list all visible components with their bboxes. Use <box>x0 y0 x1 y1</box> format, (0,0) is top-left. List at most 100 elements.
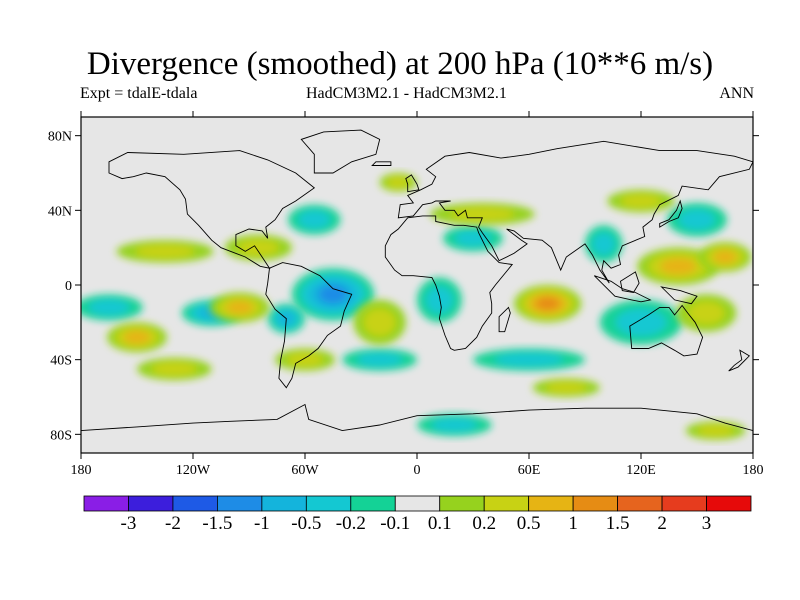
contour-fill <box>535 297 560 311</box>
x-tick-label: 60W <box>291 463 319 478</box>
colorbar-label: -1.5 <box>202 513 232 534</box>
divergence-feature <box>353 299 406 345</box>
contour-fill <box>592 232 616 256</box>
contour-fill <box>386 176 410 189</box>
colorbar-label: -1 <box>254 513 270 534</box>
contour-fill <box>123 330 151 344</box>
y-tick-label: 40N <box>48 204 72 219</box>
y-tick-label: 0 <box>65 279 72 294</box>
colorbar-swatch <box>216 495 263 512</box>
colorbar-swatch <box>617 495 663 512</box>
colorbar-swatch <box>172 495 218 512</box>
contour-fill <box>298 210 331 229</box>
contour-fill <box>697 424 735 437</box>
contour-fill <box>687 301 725 325</box>
colorbar-swatch <box>394 495 441 512</box>
divergence-feature <box>698 242 752 272</box>
colorbar-swatch <box>305 495 352 512</box>
contour-fill <box>545 381 588 394</box>
contour-fill <box>226 300 253 315</box>
divergence-feature <box>417 277 462 323</box>
colorbar-swatch <box>350 495 396 512</box>
divergence-feature <box>116 240 214 263</box>
experiment-label: Expt = tdalE-tdala <box>80 85 198 102</box>
contour-fill <box>713 250 737 264</box>
uk-coast <box>405 174 420 193</box>
madagascar-coast <box>498 306 511 333</box>
x-tick-label: 180 <box>71 463 92 478</box>
colorbar-swatch <box>483 495 530 512</box>
contour-fill <box>363 308 396 337</box>
colorbar-label: -3 <box>121 513 137 534</box>
colorbar-label: 1 <box>568 513 578 534</box>
colorbar-label: -0.2 <box>336 513 366 534</box>
colorbar-swatch <box>661 495 707 512</box>
contour-fill <box>615 308 667 337</box>
period-label: ANN <box>719 85 754 102</box>
colorbar-label: 0.1 <box>428 513 452 534</box>
colorbar-label: -0.5 <box>291 513 321 534</box>
divergence-feature <box>291 268 375 321</box>
divergence-feature <box>585 225 623 263</box>
contour-fill <box>425 286 454 314</box>
colorbar-swatch <box>128 495 174 512</box>
contour-fill <box>356 352 403 367</box>
contour-fill <box>678 209 716 231</box>
divergence-feature <box>81 294 143 321</box>
contour-fill <box>318 285 348 304</box>
plot-background <box>81 117 753 453</box>
divergence-feature <box>667 202 727 237</box>
colorbar-swatch <box>572 495 619 512</box>
contour-fill <box>454 230 492 247</box>
divergence-feature <box>430 202 535 226</box>
colorbar-swatch <box>528 495 574 512</box>
x-tick-label: 120E <box>626 463 656 478</box>
contour-fill <box>660 258 697 275</box>
divergence-feature <box>473 348 585 371</box>
divergence-feature <box>275 348 335 371</box>
contour-fill <box>237 239 280 256</box>
contour-fill <box>135 244 195 259</box>
colorbar-swatch <box>439 495 485 512</box>
iceland-coast <box>371 161 392 166</box>
divergence-feature <box>685 421 746 440</box>
colorbar-label: -2 <box>165 513 181 534</box>
antarctica-coast <box>81 403 753 432</box>
y-tick-label: 80N <box>48 130 72 145</box>
colorbar-label: 1.5 <box>606 513 630 534</box>
new-zealand-coast <box>728 349 751 372</box>
divergence-feature <box>342 348 417 371</box>
south-america-coast <box>265 262 353 389</box>
divergence-feature <box>607 189 675 213</box>
divergence-feature <box>379 173 418 192</box>
y-tick-label: 80S <box>50 428 72 443</box>
divergence-feature <box>532 378 600 397</box>
colorbar-label: 3 <box>702 513 712 534</box>
colorbar-label: 2 <box>657 513 667 534</box>
divergence-feature <box>288 204 341 235</box>
x-tick-label: 180 <box>743 463 764 478</box>
x-tick-label: 120W <box>176 463 211 478</box>
chart-title: Divergence (smoothed) at 200 hPa (10**6 … <box>86 46 714 82</box>
contour-fill <box>286 352 324 367</box>
europe-asia-coast <box>397 140 753 284</box>
colorbar-swatch <box>83 495 129 512</box>
divergence-feature <box>224 234 292 261</box>
model-label: HadCM3M2.1 - HadCM3M2.1 <box>306 85 507 102</box>
colorbar-swatch <box>706 495 752 512</box>
contour-fill <box>431 418 478 432</box>
new-guinea-coast <box>660 286 698 305</box>
australia-coast <box>629 304 704 357</box>
contour-fill <box>88 299 130 316</box>
divergence-feature <box>137 357 212 381</box>
north-america-coast <box>108 150 316 269</box>
divergence-feature <box>107 322 167 353</box>
colorbar-label: 0.5 <box>517 513 541 534</box>
contour-fill <box>620 194 662 208</box>
divergence-feature <box>443 225 503 252</box>
japan-coast <box>659 199 683 228</box>
contour-fill <box>494 352 564 367</box>
colorbar-label: -0.1 <box>380 513 410 534</box>
africa-coast <box>384 215 514 351</box>
